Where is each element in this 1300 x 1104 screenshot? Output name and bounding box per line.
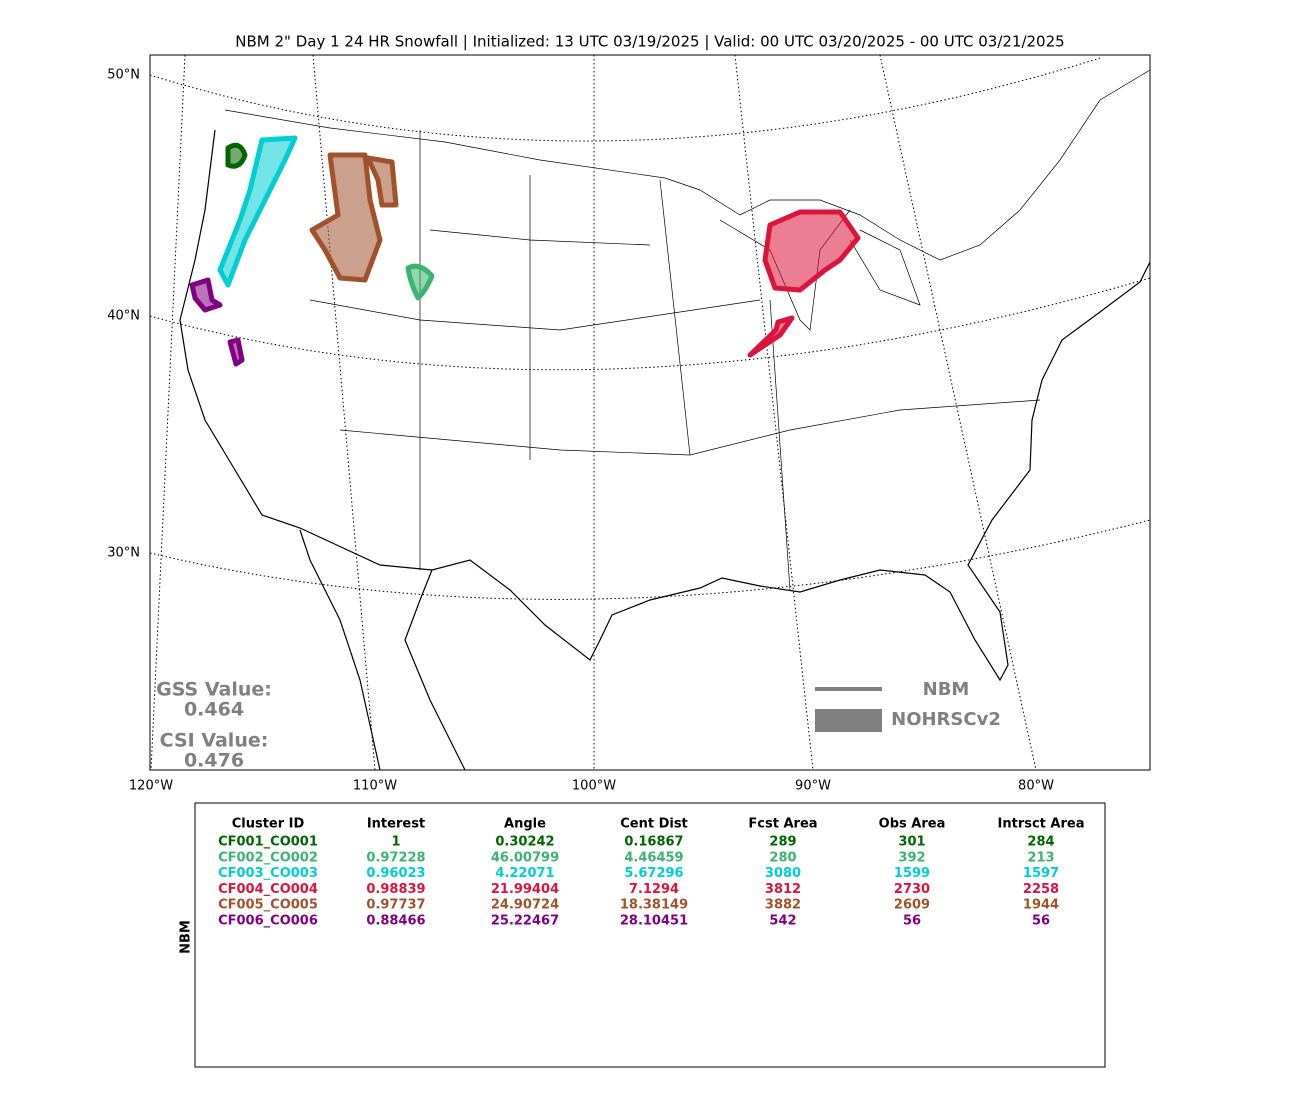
- table-cell: 0.30242: [495, 835, 554, 850]
- table-cell: 213: [1027, 850, 1054, 865]
- table-cell: 7.1294: [629, 882, 679, 897]
- table-cell: 1: [391, 835, 400, 850]
- clusters: [189, 135, 861, 367]
- graticule: [149, 277, 1151, 371]
- map-title: NBM 2" Day 1 24 HR Snowfall | Initialize…: [235, 33, 1064, 51]
- table-cell: 0.97737: [366, 898, 425, 913]
- legend-label: NOHRSCv2: [891, 709, 1001, 730]
- cluster-outline: [225, 142, 248, 169]
- stats-table: NBM Cluster ID Interest Angle Cent Dist Fcst…: [179, 802, 1106, 1068]
- cluster-outline: [747, 209, 861, 358]
- border: [224, 69, 1151, 261]
- table-cell: 56: [1032, 914, 1050, 929]
- table-cell: 56: [903, 914, 921, 929]
- table-header: Intrsct Area: [998, 817, 1085, 832]
- lon-labels: 120°W 110°W 100°W 90°W 80°W: [129, 779, 1054, 794]
- lon-label: 110°W: [353, 779, 397, 794]
- csi-value: 0.476: [184, 750, 244, 772]
- table-cell: CF004_CO004: [218, 882, 318, 897]
- table-cell: 3882: [765, 898, 801, 913]
- table-cell: 28.10451: [620, 914, 688, 929]
- cluster-outline: [309, 152, 399, 283]
- table-cell: 280: [769, 850, 796, 865]
- table-cell: CF003_CO003: [218, 866, 318, 881]
- table-cell: CF006_CO006: [218, 914, 318, 929]
- table-cell: 5.67296: [624, 866, 683, 881]
- cluster-outline: [189, 277, 245, 367]
- table-cell: 21.99404: [491, 882, 559, 897]
- table-cell: 24.90724: [491, 898, 559, 913]
- table-cell: 18.38149: [620, 898, 688, 913]
- table-cell: 4.46459: [624, 850, 683, 865]
- table-cell: 1944: [1023, 898, 1059, 913]
- graticule: [149, 57, 1101, 142]
- table-cell: 4.22071: [495, 866, 554, 881]
- table-header: Obs Area: [879, 817, 946, 832]
- lat-label: 40°N: [107, 309, 140, 324]
- table-cell: 0.88466: [366, 914, 425, 929]
- table-cell: 542: [769, 914, 796, 929]
- lat-label: 30°N: [107, 546, 140, 561]
- table-header: Angle: [504, 817, 546, 832]
- table-cell: 0.97228: [366, 850, 425, 865]
- graticule: [149, 519, 1151, 600]
- table-cell: 2609: [894, 898, 930, 913]
- graticule: [150, 54, 186, 771]
- state-lines: [309, 130, 1041, 591]
- csi-label: CSI Value:: [160, 730, 269, 752]
- map-frame: [149, 54, 1151, 771]
- table-cell: 3080: [765, 866, 801, 881]
- lon-label: 120°W: [129, 779, 173, 794]
- table-cell: CF005_CO005: [218, 898, 318, 913]
- table-cell: 289: [769, 835, 796, 850]
- table-cell: 301: [898, 835, 925, 850]
- lat-label: 50°N: [107, 68, 140, 83]
- table-cell: 392: [898, 850, 925, 865]
- lon-label: 80°W: [1018, 779, 1054, 794]
- table-cell: 0.16867: [624, 835, 683, 850]
- table-cell: 1599: [894, 866, 930, 881]
- table-header: Cluster ID: [232, 817, 305, 832]
- cluster-outline: [405, 263, 435, 301]
- legend: NBM NOHRSCv2: [815, 679, 1001, 732]
- legend-label: NBM: [923, 679, 970, 700]
- lon-label: 90°W: [795, 779, 831, 794]
- table-frame: [194, 802, 1106, 1068]
- table-cell: 0.96023: [366, 866, 425, 881]
- table-cell: 2730: [894, 882, 930, 897]
- gss-label: GSS Value:: [156, 679, 272, 701]
- cluster-outline: [217, 135, 298, 288]
- table-header: Interest: [367, 817, 425, 832]
- table-cell: 46.00799: [491, 850, 559, 865]
- lon-label: 100°W: [572, 779, 616, 794]
- table-cell: 2258: [1023, 882, 1059, 897]
- table-cell: CF001_CO001: [218, 835, 318, 850]
- table-cell: 1597: [1023, 866, 1059, 881]
- table-header: Fcst Area: [748, 817, 817, 832]
- lat-labels: 50°N 40°N 30°N: [107, 68, 140, 561]
- table-side-label: NBM: [179, 920, 194, 954]
- gss-value: 0.464: [184, 699, 244, 721]
- table-cell: 0.98839: [366, 882, 425, 897]
- table-header: Cent Dist: [620, 817, 688, 832]
- table-cell: 25.22467: [491, 914, 559, 929]
- map: 50°N 40°N 30°N 120°W 110°W 100°W 90°W 80°W GSS…: [107, 54, 1151, 794]
- legend-swatch: [815, 709, 882, 732]
- coastline: [299, 529, 466, 771]
- coastline: [179, 129, 1151, 682]
- scores: GSS Value: 0.464 CSI Value: 0.476: [156, 679, 272, 772]
- table-cell: 284: [1027, 835, 1054, 850]
- table-body: Cluster ID Interest Angle Cent Dist Fcst Are…: [218, 817, 1084, 929]
- table-cell: CF002_CO002: [218, 850, 318, 865]
- table-cell: 3812: [765, 882, 801, 897]
